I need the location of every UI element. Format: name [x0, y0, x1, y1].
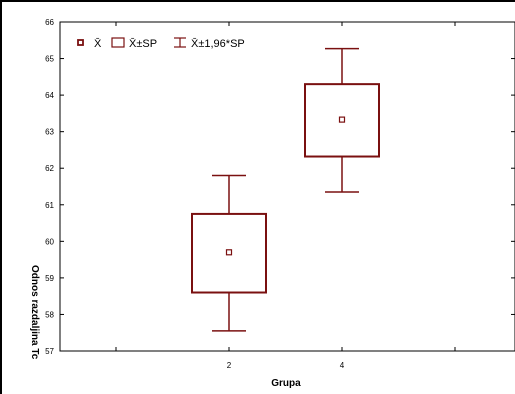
y-axis-title: Odnos razdaljina Tc: [29, 265, 40, 360]
y-tick-label: 61: [45, 201, 54, 210]
y-tick-label: 66: [45, 18, 54, 27]
box-rect: [304, 83, 380, 158]
box-group-2: [191, 174, 267, 332]
y-tick-label: 64: [45, 91, 54, 100]
y-tick-label: 57: [45, 347, 54, 356]
x-axis-title: Grupa: [271, 378, 301, 389]
y-tick-label: 63: [45, 128, 54, 137]
legend-label-mean: X̄: [94, 37, 102, 50]
mean-marker: [338, 116, 346, 123]
x-tick-label: 4: [340, 361, 345, 370]
box-group-4: [304, 47, 380, 193]
x-tick-label: 2: [227, 361, 232, 370]
y-tick-label: 59: [45, 274, 54, 283]
boxes-layer: [191, 47, 380, 332]
y-tick-label: 60: [45, 237, 54, 246]
box-rect: [191, 212, 267, 294]
y-tick-label: 65: [45, 55, 54, 64]
legend-mean-symbol: [77, 39, 84, 46]
plot-area: [59, 21, 515, 352]
mean-marker: [225, 249, 233, 256]
legend-label-box: X̄±SP: [129, 37, 157, 50]
legend-label-whisker: X̄±1,96*SP: [191, 37, 245, 50]
y-tick-label: 62: [45, 164, 54, 173]
legend-box-symbol: [111, 37, 125, 48]
y-tick-label: 58: [45, 310, 54, 319]
legend: X̄ X̄±SP X̄±1,96*SP: [77, 37, 245, 50]
y-axis-ticks: 57 58 59 60 61 62 63 64 65 66: [45, 18, 515, 356]
